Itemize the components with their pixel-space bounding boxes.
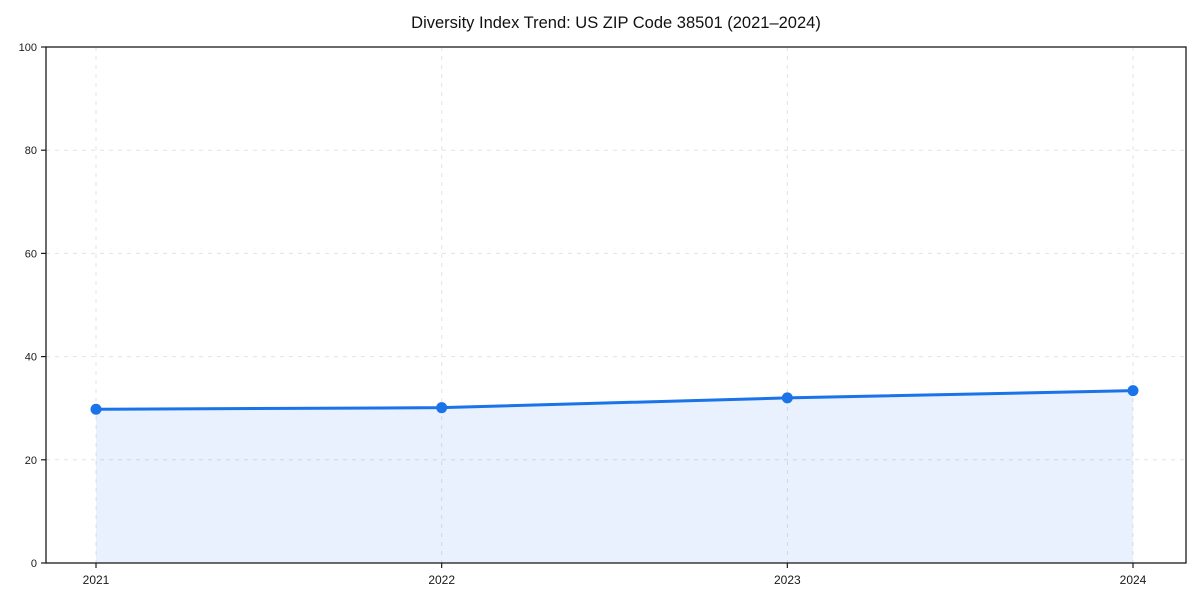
x-tick-label: 2024 bbox=[1120, 573, 1147, 587]
x-tick-label: 2023 bbox=[774, 573, 801, 587]
axes-frame-layer bbox=[45, 46, 1187, 564]
y-tick-label: 20 bbox=[25, 455, 37, 467]
chart-title: Diversity Index Trend: US ZIP Code 38501… bbox=[411, 14, 821, 32]
ticks-layer bbox=[41, 46, 1134, 568]
data-point-2022 bbox=[436, 402, 448, 414]
axes-frame bbox=[45, 46, 1187, 564]
area-fill bbox=[96, 390, 1133, 563]
area-layer bbox=[96, 390, 1133, 563]
data-point-2021 bbox=[90, 403, 102, 415]
data-point-2024 bbox=[1127, 385, 1139, 397]
data-point-2023 bbox=[781, 392, 793, 404]
y-tick-label: 60 bbox=[25, 248, 37, 260]
points-layer bbox=[90, 385, 1139, 415]
x-tick-label: 2021 bbox=[83, 573, 110, 587]
trend-line bbox=[94, 389, 1135, 411]
line-layer bbox=[94, 389, 1135, 411]
y-tick-label: 100 bbox=[19, 42, 37, 54]
x-tick-label: 2022 bbox=[428, 573, 455, 587]
y-tick-label: 0 bbox=[31, 558, 37, 570]
y-tick-label: 80 bbox=[25, 145, 37, 157]
y-tick-label: 40 bbox=[25, 352, 37, 364]
tick-labels-layer: 0 20 40 60 80 100 2021 2022 2023 2024 bbox=[19, 42, 1147, 587]
